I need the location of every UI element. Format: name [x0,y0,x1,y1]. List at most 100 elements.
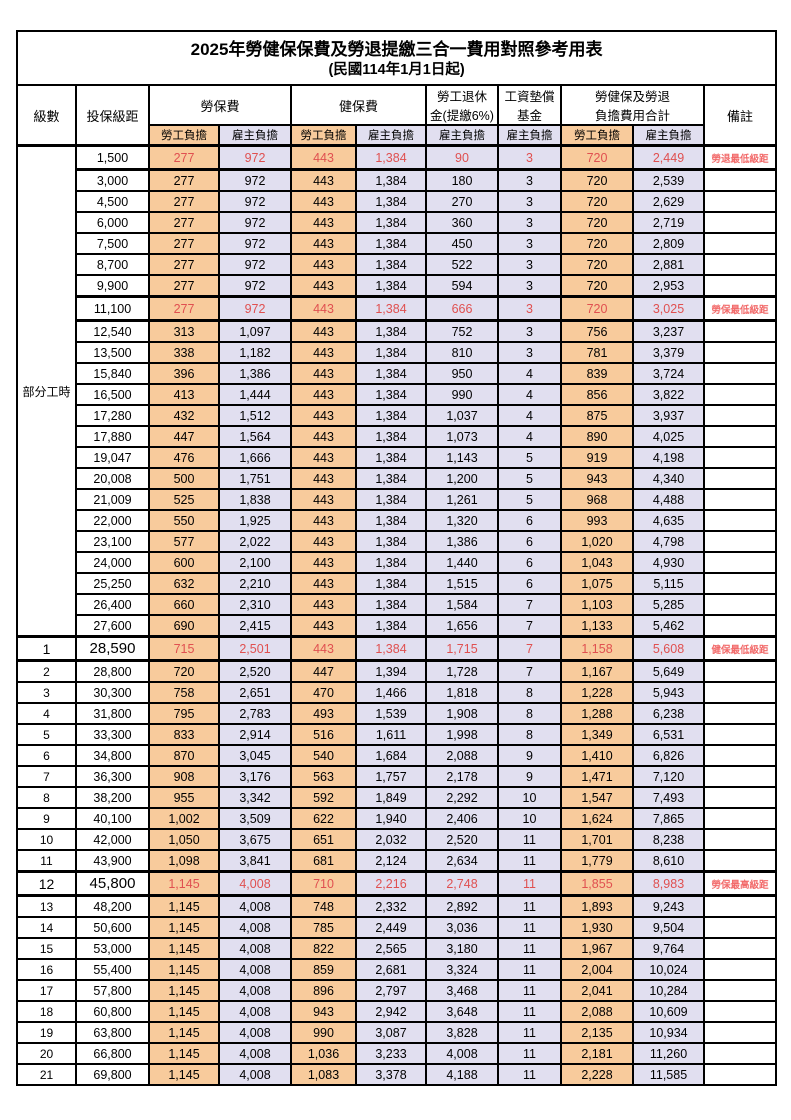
table-row: 25,250 632 2,210 443 1,384 1,515 6 1,075 5,115 [17,572,778,595]
health-employer-cell: 1,394 [355,659,427,683]
table-row: 10 42,000 1,050 3,675 651 2,032 2,520 11 1,701 8,… [16,828,778,851]
remark-cell [702,341,778,364]
bracket-cell: 38,200 [75,786,150,809]
wage-fund-employer-cell: 9 [497,765,562,788]
remark-cell [702,723,778,746]
health-employer-cell: 1,384 [355,530,427,553]
health-employee-cell: 592 [290,786,357,809]
remark-cell [702,1000,778,1023]
table-row: 12,540 313 1,097 443 1,384 752 3 756 3,237 [17,319,778,343]
remark-cell: 勞退最低級距 [702,144,778,171]
pension-employer-cell: 1,908 [425,702,499,725]
total-employee-cell: 856 [560,383,634,406]
health-employer-cell: 1,384 [355,572,427,595]
bracket-cell: 11,100 [75,295,150,322]
table-row: 15,840 396 1,386 443 1,384 950 4 839 3,724 [17,362,778,385]
level-cell: 18 [16,1000,77,1023]
labor-employee-cell: 690 [148,614,220,638]
wage-fund-employer-cell: 10 [497,786,562,809]
bracket-cell: 3,000 [75,168,150,192]
bracket-cell: 30,300 [75,681,150,704]
labor-employer-cell: 3,342 [218,786,292,809]
bracket-cell: 55,400 [75,958,150,981]
table-row: 17 57,800 1,145 4,008 896 2,797 3,468 11 2,041 10… [16,979,778,1002]
total-employer-cell: 10,934 [632,1021,705,1044]
labor-employer-cell: 972 [218,274,292,298]
remark-cell [702,404,778,427]
total-employee-cell: 1,701 [560,828,634,851]
pension-employer-cell: 3,180 [425,937,499,960]
total-employer-cell: 3,937 [632,404,705,427]
health-employee-cell: 1,083 [290,1063,357,1086]
bracket-cell: 19,047 [75,446,150,469]
header-bracket: 投保級距 [75,84,150,147]
pension-employer-cell: 950 [425,362,499,385]
wage-fund-employer-cell: 11 [497,916,562,939]
health-employer-cell: 1,384 [355,211,427,234]
total-employee-cell: 1,967 [560,937,634,960]
health-employer-cell: 1,940 [355,807,427,830]
bracket-cell: 60,800 [75,1000,150,1023]
table-row: 1 28,590 715 2,501 443 1,384 1,715 7 1,158 5,608 健… [16,635,778,662]
bracket-cell: 8,700 [75,253,150,276]
table-row: 21 69,800 1,145 4,008 1,083 3,378 4,188 11 2,228… [16,1063,778,1086]
table-body: 部分工時 1,500 277 972 443 1,384 90 3 720 2,449 勞退最低級距… [16,144,778,1086]
remark-cell [702,362,778,385]
pension-employer-cell: 1,386 [425,530,499,553]
health-employee-cell: 1,036 [290,1042,357,1065]
table-row: 4 31,800 795 2,783 493 1,539 1,908 8 1,288 6,238 [16,702,778,725]
remark-cell [702,702,778,725]
labor-employee-cell: 660 [148,593,220,616]
labor-employer-cell: 1,838 [218,488,292,511]
header-total-line1: 勞健保及勞退 [560,84,705,105]
labor-employer-cell: 2,914 [218,723,292,746]
total-employee-cell: 1,158 [560,635,634,662]
labor-employer-cell: 972 [218,253,292,276]
health-employee-cell: 493 [290,702,357,725]
labor-employee-cell: 795 [148,702,220,725]
labor-employer-cell: 4,008 [218,958,292,981]
remark-cell [702,383,778,406]
total-employer-cell: 2,629 [632,190,705,213]
table-row: 27,600 690 2,415 443 1,384 1,656 7 1,133 5,462 [17,614,778,638]
remark-cell [702,467,778,490]
wage-fund-employer-cell: 3 [497,211,562,234]
health-employer-cell: 3,233 [355,1042,427,1065]
pension-employer-cell: 1,073 [425,425,499,448]
remark-cell [702,849,778,873]
wage-fund-employer-cell: 4 [497,404,562,427]
remark-cell [702,190,778,213]
health-employer-cell: 1,384 [355,168,427,192]
level-cell: 5 [16,723,77,746]
pension-employer-cell: 1,320 [425,509,499,532]
table-row: 8,700 277 972 443 1,384 522 3 720 2,881 [17,253,778,276]
health-employer-cell: 1,684 [355,744,427,767]
table-row: 20 66,800 1,145 4,008 1,036 3,233 4,008 11 2,181… [16,1042,778,1065]
pension-employer-cell: 1,440 [425,551,499,574]
health-employer-cell: 1,384 [355,144,427,171]
remark-cell: 健保最低級距 [702,635,778,662]
health-employee-cell: 540 [290,744,357,767]
health-employee-cell: 443 [290,253,357,276]
wage-fund-employer-cell: 3 [497,341,562,364]
labor-employee-cell: 1,145 [148,1042,220,1065]
page-title: 2025年勞健保保費及勞退提繳三合一費用對照參考用表 [190,39,603,59]
wage-fund-employer-cell: 8 [497,702,562,725]
bracket-cell: 6,000 [75,211,150,234]
level-cell: 19 [16,1021,77,1044]
level-cell: 6 [16,744,77,767]
labor-employer-cell: 4,008 [218,979,292,1002]
health-employee-cell: 622 [290,807,357,830]
pension-employer-cell: 594 [425,274,499,298]
health-employee-cell: 443 [290,425,357,448]
labor-employer-cell: 2,651 [218,681,292,704]
header-wage-fund-line1: 工資墊償 [497,84,562,105]
remark-cell [702,593,778,616]
health-employer-cell: 2,797 [355,979,427,1002]
remark-cell [702,614,778,638]
labor-employee-cell: 1,145 [148,979,220,1002]
labor-employee-cell: 1,145 [148,958,220,981]
total-employee-cell: 1,779 [560,849,634,873]
labor-employee-cell: 550 [148,509,220,532]
bracket-cell: 27,600 [75,614,150,638]
